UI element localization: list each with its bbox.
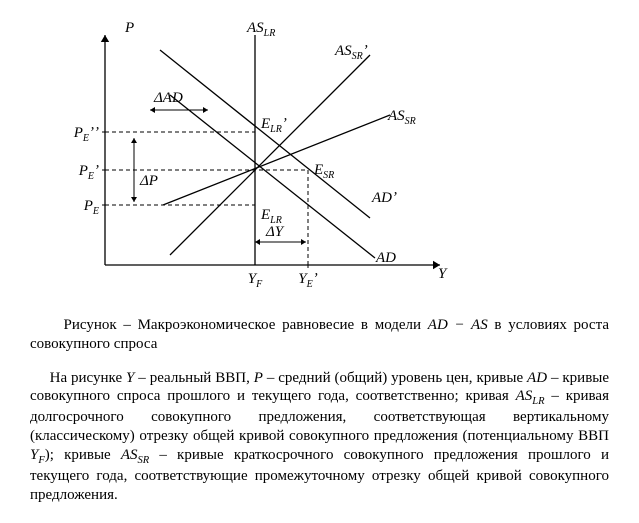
svg-text:ΔP: ΔP [139, 173, 158, 189]
svg-text:ASSRʼ: ASSRʼ [334, 43, 368, 62]
svg-text:ΔAD: ΔAD [153, 90, 183, 106]
svg-text:ASSR: ASSR [387, 108, 416, 127]
svg-text:ΔY: ΔY [265, 224, 285, 240]
svg-text:ELRʼ: ELRʼ [260, 116, 287, 135]
svg-text:ADʼ: ADʼ [371, 190, 397, 206]
svg-text:ASLR: ASLR [246, 20, 275, 39]
caption-prefix: Рисунок – Макроэкономическое равновесие … [64, 317, 428, 333]
svg-text:PEʼʼ: PEʼʼ [73, 125, 99, 144]
svg-text:ESR: ESR [313, 162, 334, 181]
figure-caption: Рисунок – Макроэкономическое равновесие … [30, 316, 609, 354]
svg-text:AD: AD [375, 250, 396, 266]
diagram-svg: PYASLRASSRʼASSRADADʼPEPEʼPEʼʼYFYEʼELRELR… [30, 10, 460, 300]
ad-as-diagram: PYASLRASSRʼASSRADADʼPEPEʼPEʼʼYFYEʼELRELR… [30, 10, 609, 310]
figure-explanation: На рисунке Y – реальный ВВП, P – средний… [30, 369, 609, 505]
caption-model: AD − AS [428, 317, 488, 333]
svg-text:PE: PE [83, 198, 99, 217]
svg-text:PEʼ: PEʼ [78, 163, 99, 182]
svg-text:Y: Y [438, 266, 448, 282]
svg-text:P: P [124, 20, 134, 36]
svg-text:YF: YF [248, 271, 263, 290]
svg-text:YEʼ: YEʼ [298, 271, 317, 290]
